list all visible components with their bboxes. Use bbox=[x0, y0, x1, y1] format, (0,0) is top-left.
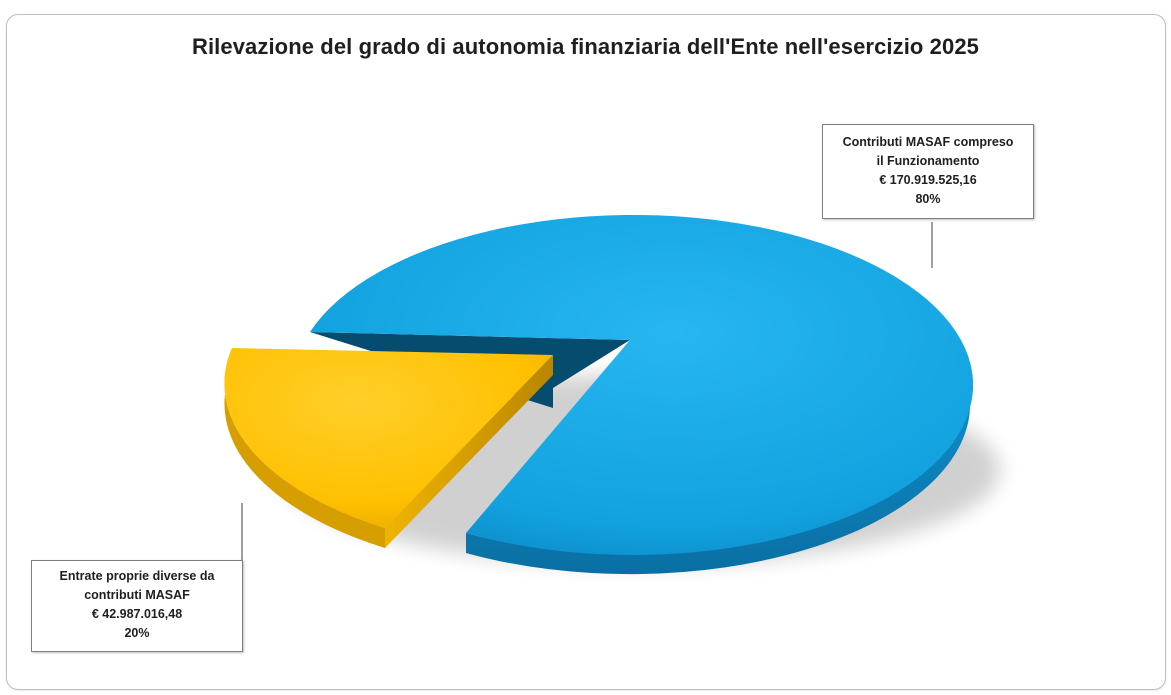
data-label-percent: 20% bbox=[124, 626, 150, 640]
data-label-line: contributi MASAF bbox=[84, 588, 190, 602]
data-label-percent: 80% bbox=[915, 192, 941, 206]
data-label-value: € 170.919.525,16 bbox=[879, 173, 977, 187]
pie-slice-0-side bbox=[466, 380, 971, 575]
pie-slice-1-top bbox=[224, 348, 554, 528]
pie-slice-0-top bbox=[310, 214, 974, 555]
pie-slice-1-rim bbox=[224, 348, 385, 548]
data-label-line: Contributi MASAF compreso bbox=[842, 135, 1014, 149]
data-label-line: Entrate proprie diverse da bbox=[59, 569, 215, 583]
pie-slice-1-front bbox=[385, 355, 553, 548]
data-label-line: il Funzionamento bbox=[876, 154, 980, 168]
data-label-value: € 42.987.016,48 bbox=[91, 607, 183, 621]
pie-slice-1[interactable] bbox=[224, 348, 554, 548]
data-label-entrate-proprie: Entrate proprie diverse da contributi MA… bbox=[31, 560, 243, 652]
chart-title: Rilevazione del grado di autonomia finan… bbox=[191, 34, 980, 59]
data-label-contributi-masaf: Contributi MASAF compreso il Funzionamen… bbox=[822, 124, 1034, 219]
